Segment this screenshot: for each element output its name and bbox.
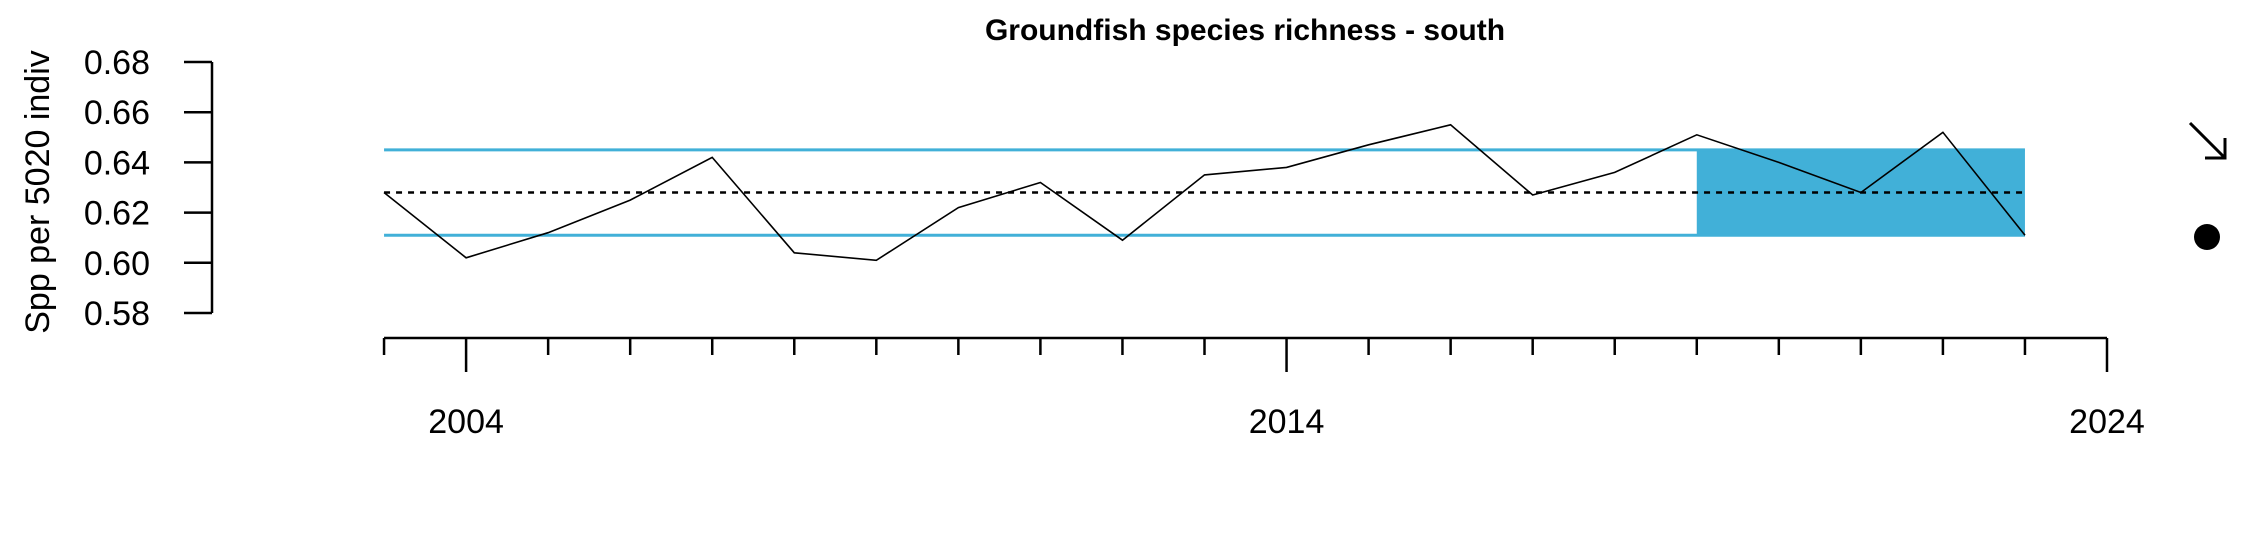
x-tick-label: 2024 (2069, 403, 2145, 441)
y-axis-title: Spp per 5020 indiv (19, 50, 57, 334)
y-tick-label: 0.58 (84, 295, 150, 333)
indicator-symbols (2188, 121, 2227, 250)
y-tick-label: 0.60 (84, 245, 150, 283)
y-tick-label: 0.66 (84, 94, 150, 132)
y-tick-label: 0.62 (84, 195, 150, 233)
chart-title: Groundfish species richness - south (985, 14, 1505, 47)
status-filled-circle-icon (2194, 224, 2220, 250)
series-line (383, 123, 2026, 262)
y-axis: 0.58 0.60 0.62 0.64 0.66 0.68 (84, 44, 214, 333)
x-axis: 2004 2014 2024 (382, 336, 2145, 441)
x-tick-label: 2004 (428, 403, 504, 441)
x-tick-label: 2014 (1249, 403, 1325, 441)
trend-arrow-down-right-icon (2188, 121, 2227, 160)
y-tick-label: 0.68 (84, 44, 150, 82)
y-tick-label: 0.64 (84, 144, 150, 182)
